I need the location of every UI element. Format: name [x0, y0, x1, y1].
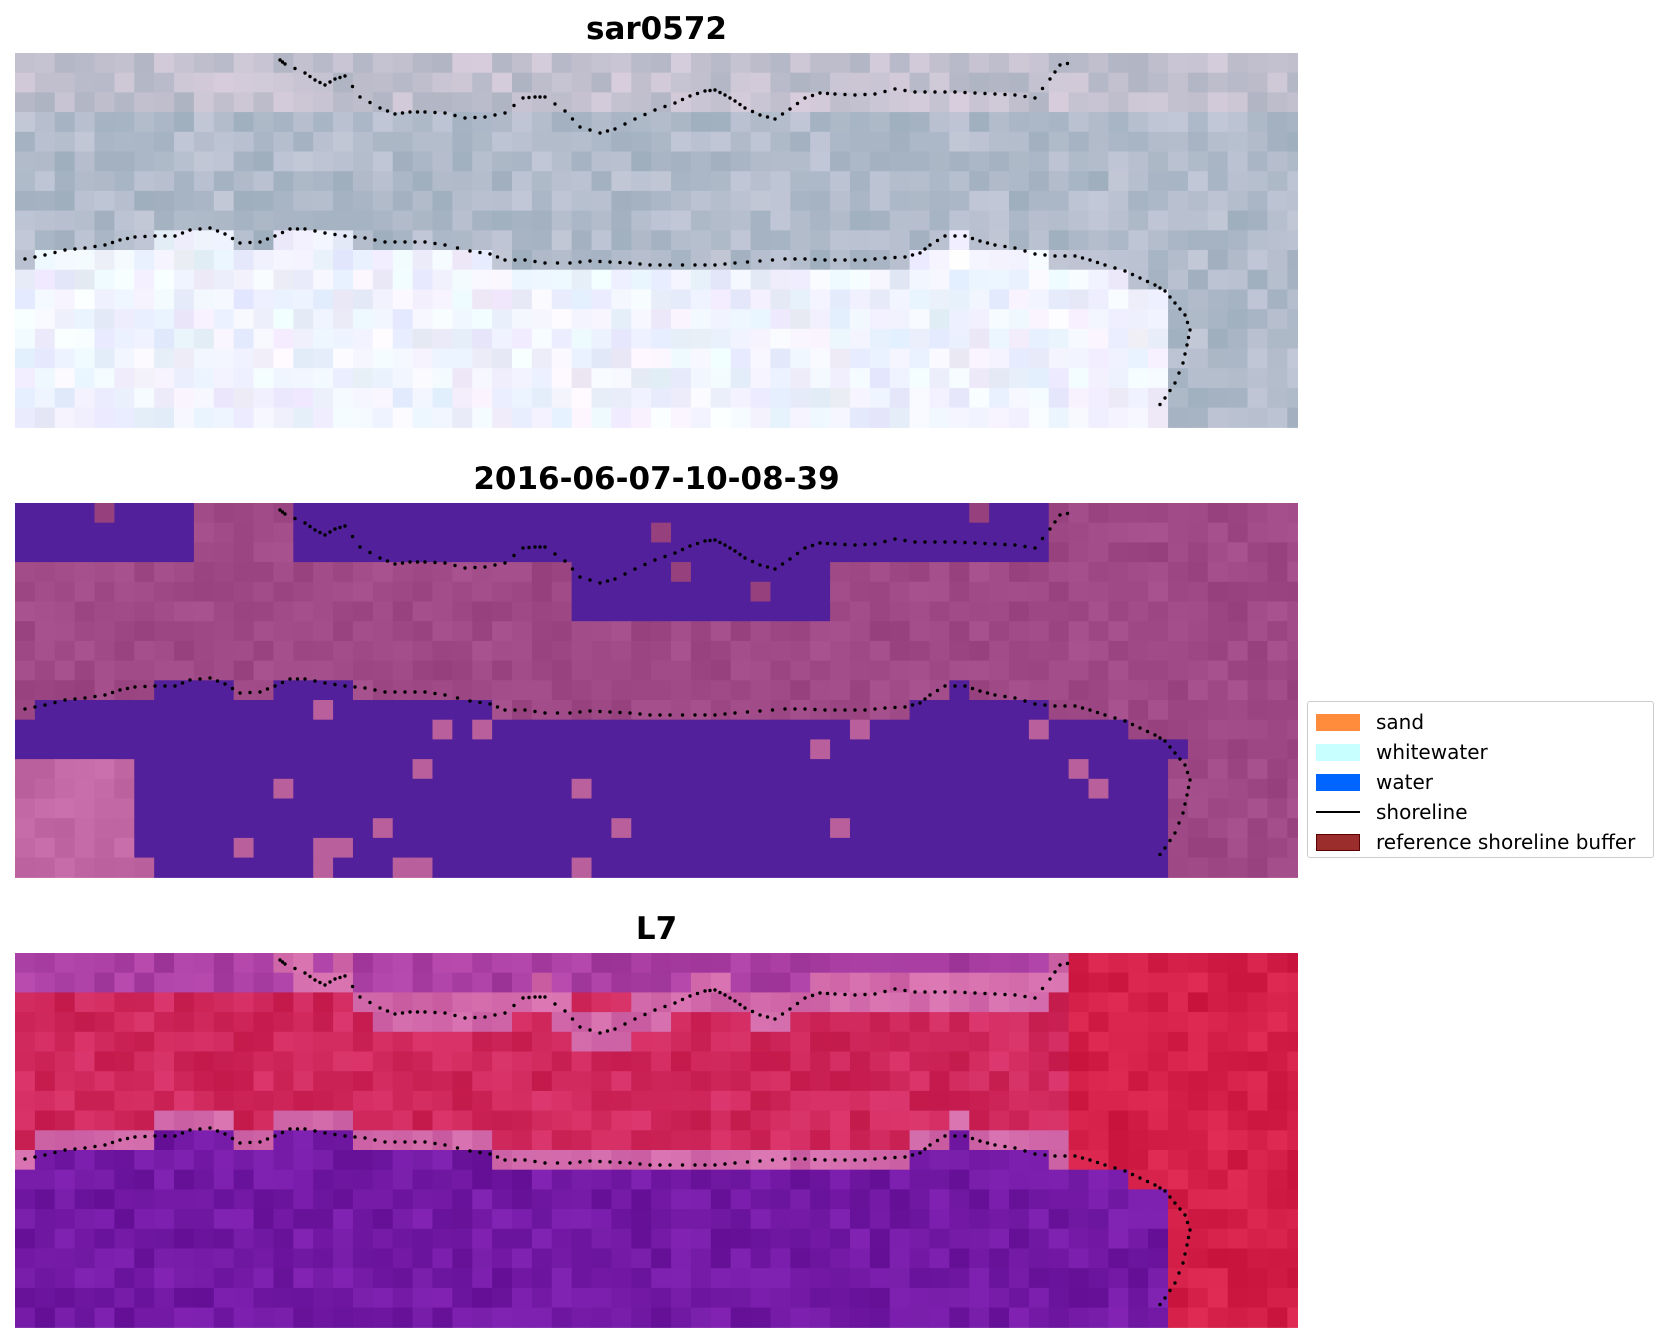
index-image-panel	[15, 953, 1298, 1328]
shoreline-points	[23, 958, 1192, 1307]
index-image	[15, 953, 1298, 1328]
legend-label-sand: sand	[1376, 710, 1425, 734]
classified-image	[15, 503, 1298, 878]
sand-swatch	[1316, 713, 1360, 731]
legend: sand whitewater water shoreline referenc…	[1307, 701, 1654, 858]
reference-buffer-swatch	[1316, 833, 1360, 851]
legend-label-water: water	[1376, 770, 1433, 794]
panel-title-1: sar0572	[586, 11, 727, 47]
rgb-image	[15, 53, 1298, 428]
panel-title-2: 2016-06-07-10-08-39	[473, 461, 840, 497]
shoreline-points	[23, 58, 1192, 407]
shoreline-points	[23, 508, 1192, 857]
legend-label-shoreline: shoreline	[1376, 800, 1468, 824]
shoreline-line-icon	[1316, 811, 1360, 813]
water-swatch	[1316, 773, 1360, 791]
rgb-image-panel	[15, 53, 1298, 428]
panel-title-3: L7	[635, 911, 678, 947]
whitewater-swatch	[1316, 743, 1360, 761]
legend-label-reference-buffer: reference shoreline buffer	[1376, 830, 1636, 854]
legend-item-whitewater: whitewater	[1316, 737, 1645, 767]
classified-image-panel	[15, 503, 1298, 878]
legend-item-water: water	[1316, 767, 1645, 797]
legend-label-whitewater: whitewater	[1376, 740, 1488, 764]
legend-item-shoreline: shoreline	[1316, 797, 1645, 827]
legend-item-reference-buffer: reference shoreline buffer	[1316, 827, 1645, 857]
legend-item-sand: sand	[1316, 707, 1645, 737]
